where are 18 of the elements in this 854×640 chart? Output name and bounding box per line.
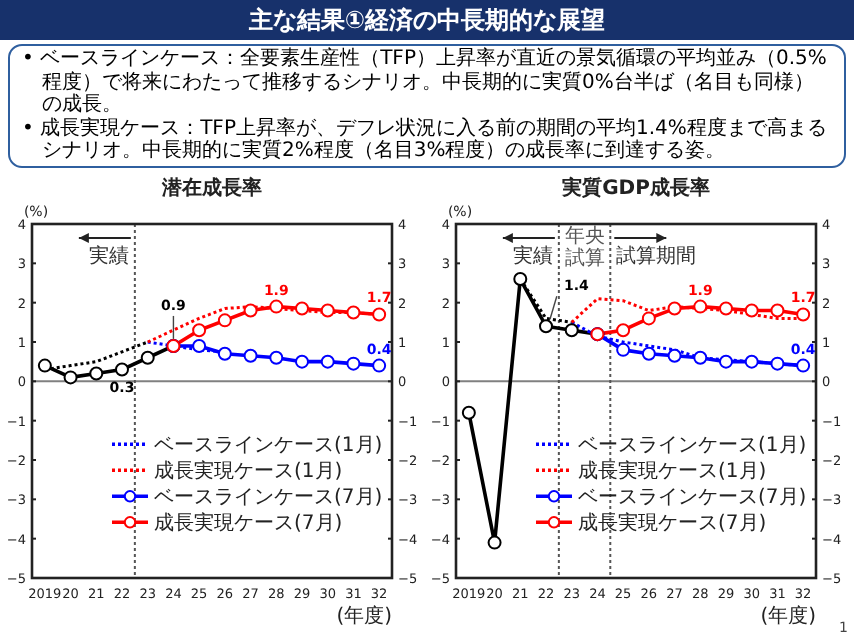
- chart-title: 潜在成長率: [160, 175, 262, 199]
- x-axis-title: (年度): [760, 603, 817, 627]
- x-axis-title: (年度): [336, 603, 393, 627]
- ref-line-label: 実績: [88, 243, 129, 267]
- legend-label: ベースラインケース(7月): [154, 486, 383, 509]
- legend-label: ベースラインケース(1月): [578, 434, 807, 457]
- text: 主な結果①経済の中長期的な展望: [0, 0, 854, 40]
- annotation: 年央試算: [564, 223, 605, 269]
- legend-label: 成長実現ケース(7月): [578, 510, 767, 535]
- ref-line-label: 実績: [512, 243, 553, 267]
- legend-label: 成長実現ケース(7月): [154, 510, 343, 535]
- legend-label: ベースラインケース(1月): [154, 434, 383, 457]
- text: • ベースラインケース：全要素生産性（TFP）上昇率が直近の景気循環の平均並み（0.5%程度）で将来にわたって推移するシナリオ。中長期的に実質0%台半ば（名目も同様）の成長。: [22, 48, 829, 117]
- text: • 成長実現ケース：TFP上昇率が、デフレ状況に入る前の期間の平均1.4%程度まで高まるシナリオ。中長期的に実質2%程度（名目3%程度）の成長率に到達する姿。: [22, 117, 829, 163]
- ref-line-label: 試算期間: [616, 243, 697, 267]
- legend-label: 成長実現ケース(1月): [154, 458, 343, 483]
- legend-label: 成長実現ケース(1月): [578, 458, 767, 483]
- chart-title: 実質GDP成長率: [560, 175, 710, 199]
